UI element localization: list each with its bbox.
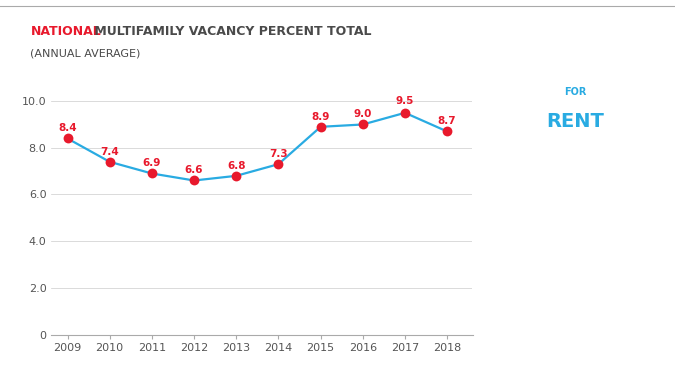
Text: FOR: FOR [564,87,587,97]
Point [62,135,73,142]
Point [522,60,533,66]
Text: 7.3: 7.3 [269,149,288,159]
Text: Average
vacancy rate
over the
same
time period: Average vacancy rate over the same time … [506,213,597,294]
Text: 8.9: 8.9 [311,112,330,122]
Text: NATIONAL: NATIONAL [30,25,101,38]
Text: 9.0: 9.0 [354,109,372,119]
Text: 9.5: 9.5 [396,96,414,106]
Text: 6.8: 6.8 [227,161,246,171]
Text: 8.7: 8.7 [438,116,456,126]
Point [104,159,115,165]
Point [618,60,629,66]
Text: RENT: RENT [547,112,604,131]
Point [273,161,284,167]
Text: MULTIFAMILY VACANCY PERCENT TOTAL: MULTIFAMILY VACANCY PERCENT TOTAL [90,25,371,38]
Point [400,110,410,116]
Text: 8.4: 8.4 [58,123,77,133]
Point [188,177,200,184]
Point [146,170,157,177]
Point [231,173,242,179]
Text: 7.4: 7.4 [101,147,119,157]
Text: 6.9: 6.9 [142,158,161,168]
Point [315,124,326,130]
FancyBboxPatch shape [518,79,632,131]
Point [358,121,369,128]
Text: 8%: 8% [506,154,582,197]
Point [441,128,452,135]
Text: (ANNUAL AVERAGE): (ANNUAL AVERAGE) [30,49,141,59]
Text: 6.6: 6.6 [185,165,203,175]
